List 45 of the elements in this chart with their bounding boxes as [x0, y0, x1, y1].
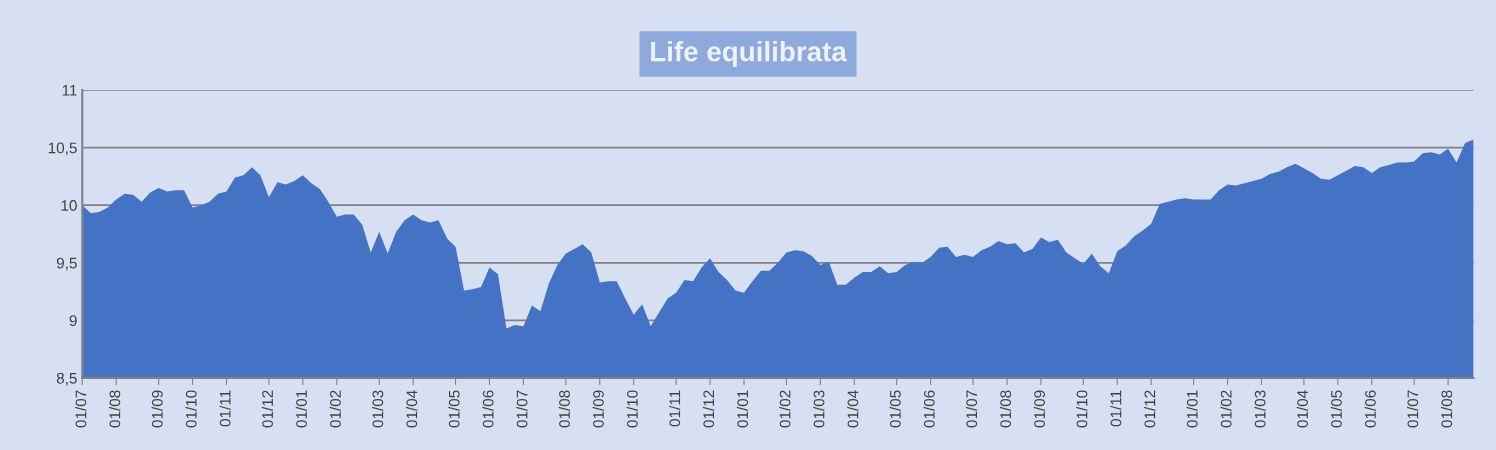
x-tick-label: 01/07 [965, 390, 978, 428]
x-tick-label: 01/01 [295, 390, 307, 428]
x-tick-label: 01/01 [1186, 390, 1198, 428]
x-tick-label: 01/08 [109, 390, 121, 428]
x-tick-label: 01/05 [1330, 390, 1342, 428]
x-tick-label: 01/05 [889, 390, 901, 428]
x-tick-label: 01/10 [626, 390, 638, 428]
y-tick-label: 9,5 [56, 257, 77, 271]
x-tick-label: 01/03 [1254, 390, 1266, 428]
x-tick-label: 01/04 [1296, 390, 1308, 428]
x-tick-label: 01/06 [1364, 390, 1376, 428]
x-tick-label: 01/08 [1440, 390, 1453, 428]
x-tick-label: 01/09 [1033, 390, 1046, 428]
x-tick-label: 01/06 [482, 390, 494, 428]
y-tick-label: 11 [62, 85, 77, 96]
x-tick-label: 01/11 [669, 390, 681, 427]
x-tick-label: 01/11 [219, 390, 231, 427]
x-tick-label: 01/05 [448, 390, 460, 428]
x-tick-label: 01/04 [406, 390, 418, 428]
x-tick-label: 01/03 [372, 390, 384, 428]
x-tick-label: 01/07 [75, 390, 87, 428]
y-tick-label: 9 [69, 315, 77, 327]
x-tick-label: 01/09 [151, 390, 163, 428]
x-tick-label: 01/03 [813, 390, 825, 428]
x-tick-label: 01/07 [516, 390, 528, 428]
x-tick-label: 01/12 [702, 390, 715, 428]
x-tick-label: 01/07 [1407, 390, 1419, 428]
x-tick-label: 01/11 [1110, 390, 1122, 427]
y-tick-label: 8,5 [56, 372, 77, 386]
chart-title: Life equilibrata [651, 41, 847, 67]
x-tick-label: 01/08 [558, 390, 570, 428]
x-tick-label: 01/06 [923, 390, 935, 428]
x-tick-label: 01/10 [1076, 390, 1088, 428]
x-tick-label: 01/09 [592, 390, 604, 428]
x-tick-label: 01/02 [779, 390, 791, 428]
x-tick-label: 01/12 [1144, 390, 1156, 428]
x-tick-label: 01/02 [1220, 390, 1232, 428]
x-tick-label: 01/10 [185, 390, 197, 428]
y-tick-label: 10,5 [48, 142, 77, 156]
x-tick-label: 01/04 [847, 390, 859, 428]
y-tick-label: 10 [61, 200, 77, 211]
x-tick-label: 01/01 [736, 390, 749, 428]
x-tick-label: 01/08 [999, 390, 1012, 428]
x-tick-label: 01/02 [329, 390, 341, 428]
x-tick-label: 01/12 [261, 390, 274, 428]
